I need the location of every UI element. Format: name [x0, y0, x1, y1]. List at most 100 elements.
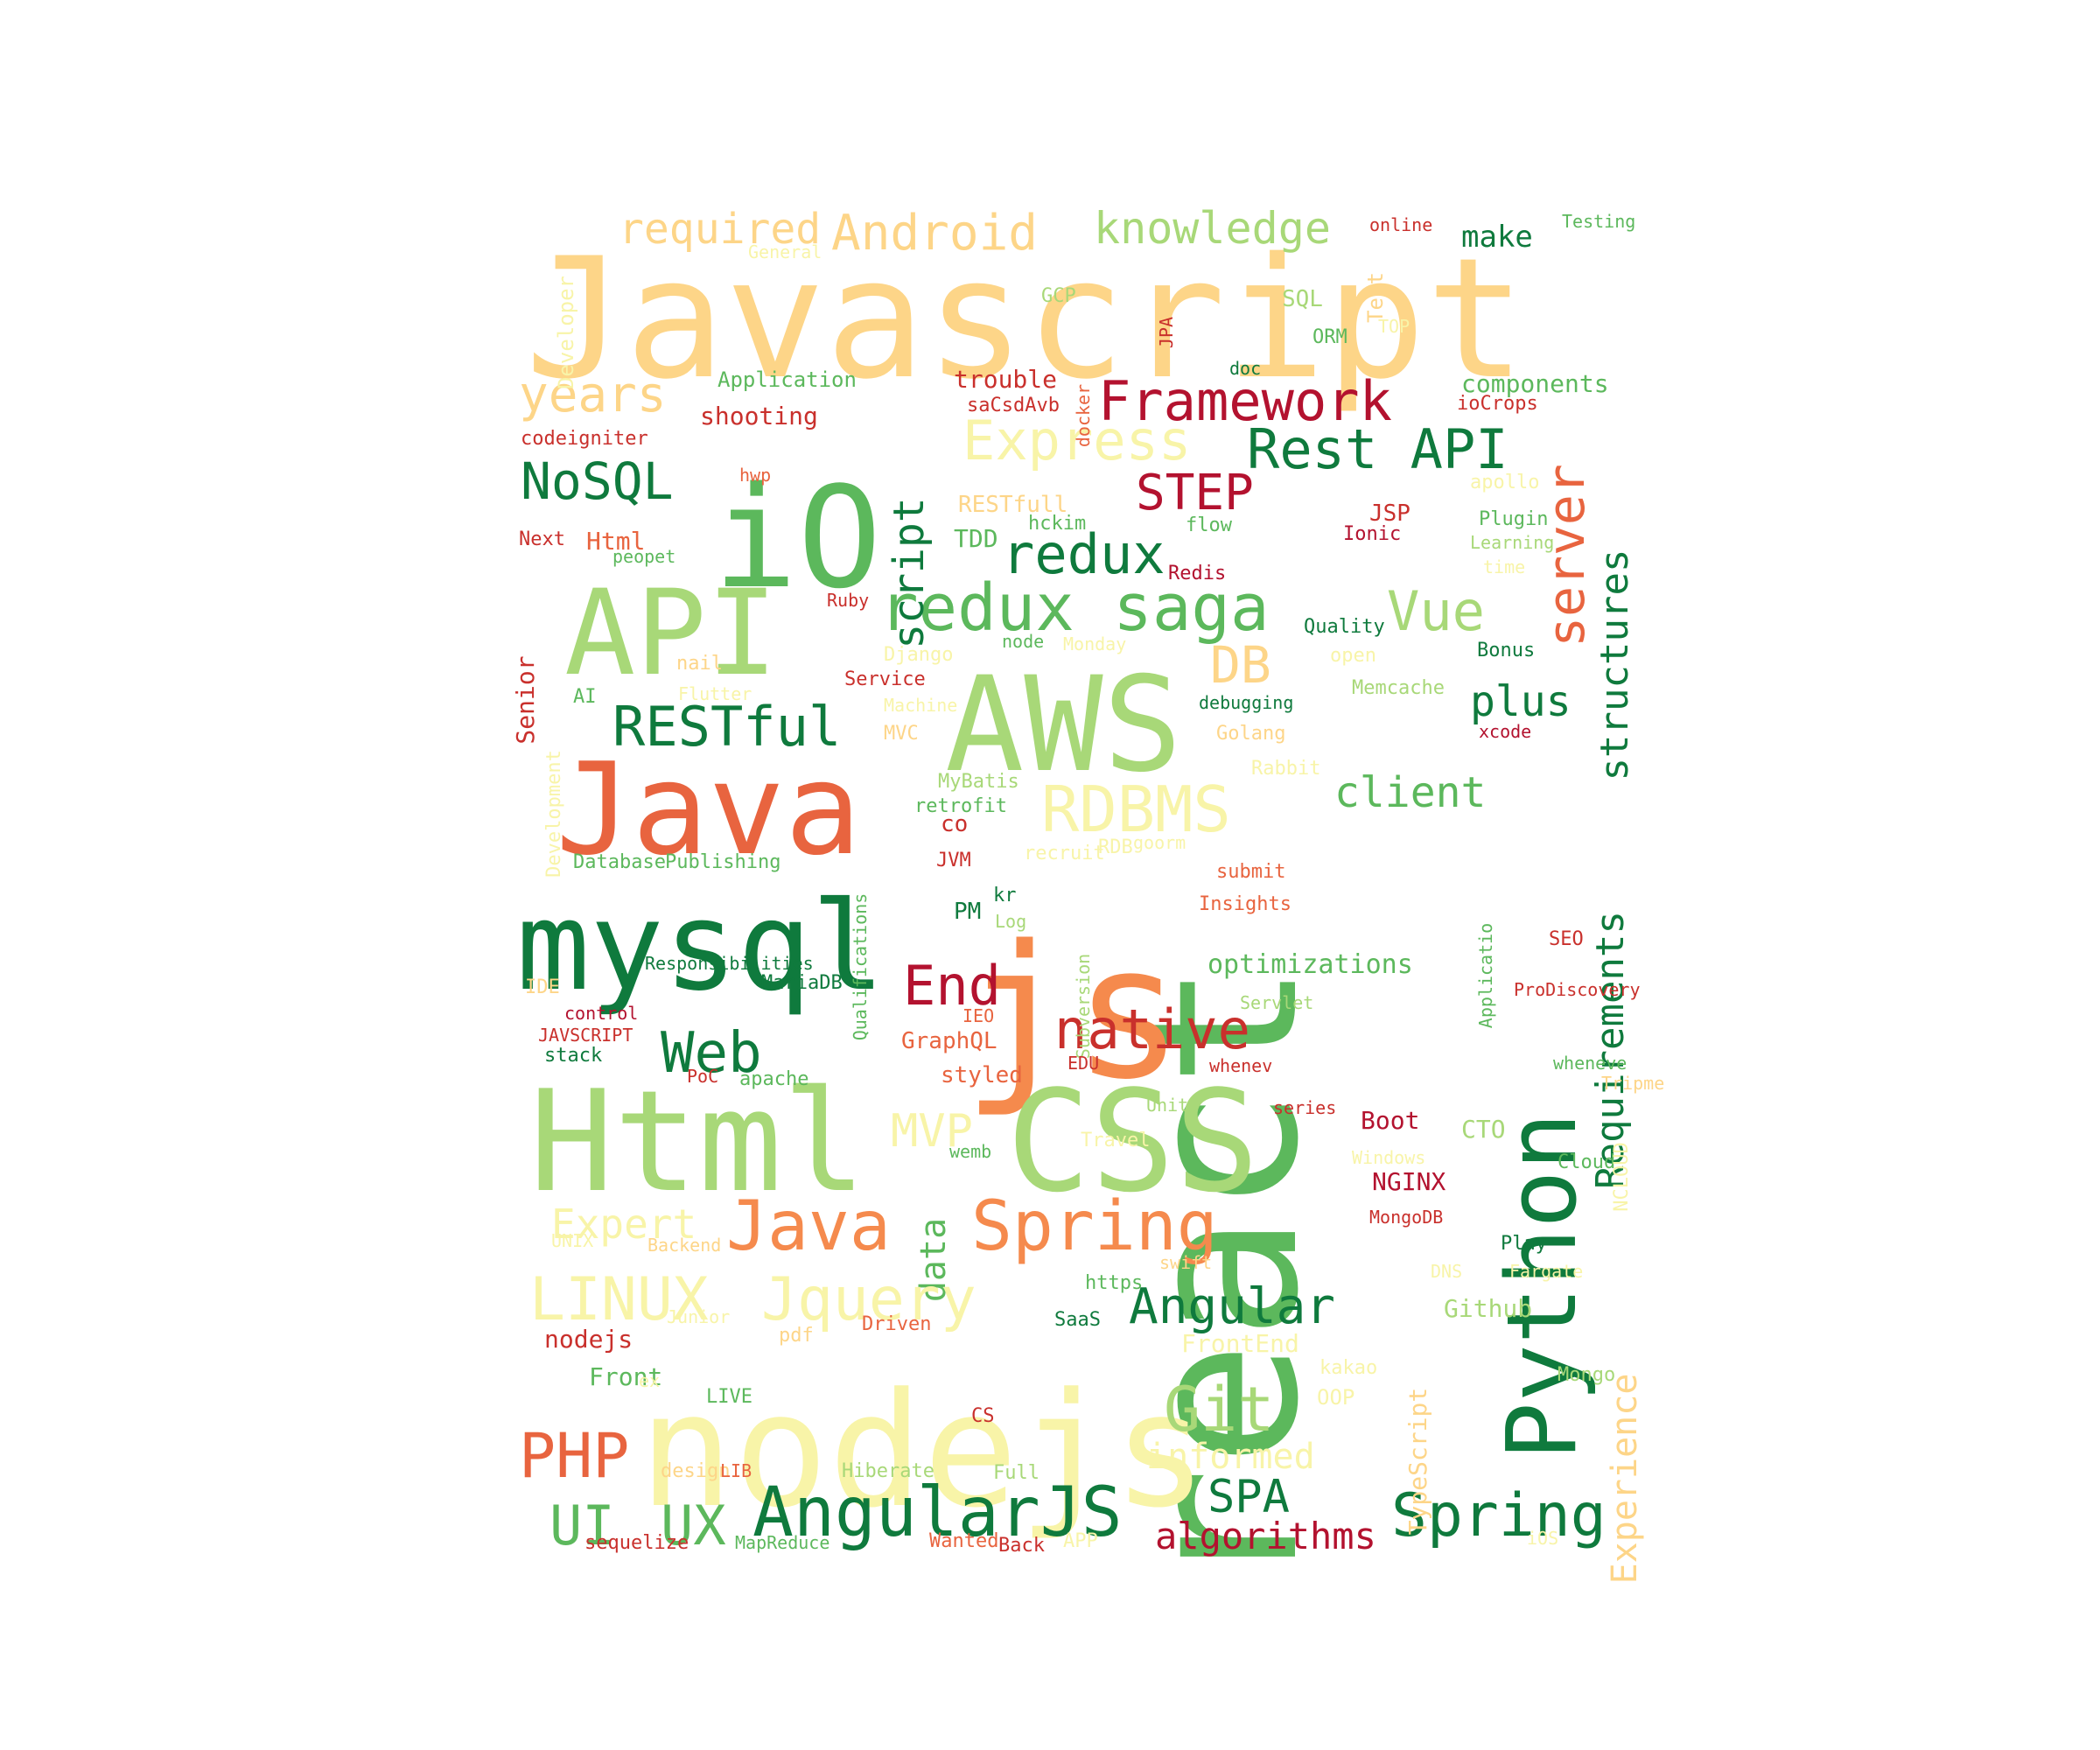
cloud-word: client — [1334, 768, 1486, 817]
cloud-word: Application — [718, 368, 857, 392]
cloud-word: DB — [1210, 635, 1271, 695]
cloud-word: Play — [1501, 1233, 1547, 1255]
cloud-word: Spring — [971, 1187, 1218, 1266]
cloud-word: sequelize — [584, 1532, 689, 1554]
cloud-word: NCLOUD — [1611, 1142, 1633, 1211]
cloud-word: MyBatis — [938, 771, 1019, 793]
cloud-word: Backend — [648, 1235, 721, 1256]
cloud-word: server — [1536, 464, 1596, 648]
cloud-word: optimizations — [1208, 949, 1413, 980]
cloud-word: Database — [573, 851, 666, 873]
cloud-word: nail — [676, 653, 723, 675]
cloud-word: Plugin — [1479, 508, 1548, 530]
cloud-word: Requirements — [1588, 911, 1633, 1189]
cloud-word: js — [962, 906, 1184, 1120]
cloud-word: Rest API — [1247, 417, 1508, 481]
cloud-word: Senior — [511, 655, 540, 744]
cloud-word: Developer — [554, 276, 578, 389]
cloud-word: Qualifications — [850, 893, 871, 1041]
cloud-word: Cloud — [1558, 1152, 1615, 1173]
cloud-word: MVC — [884, 723, 919, 745]
cloud-word: Memcache — [1352, 677, 1445, 699]
cloud-word: GraphQL — [901, 1028, 998, 1054]
cloud-word: script — [885, 497, 934, 648]
cloud-word: DNS — [1431, 1261, 1462, 1282]
cloud-word: Fargate — [1509, 1261, 1583, 1282]
cloud-word: CTO — [1461, 1115, 1506, 1144]
cloud-word: TDD — [954, 524, 998, 553]
cloud-word: TOP — [1378, 316, 1410, 337]
cloud-word: retrofit — [914, 795, 1007, 817]
cloud-word: AI — [573, 686, 597, 708]
cloud-word: ProDiscovery — [1514, 979, 1641, 1000]
cloud-word: Java — [726, 1187, 891, 1266]
cloud-word: flow — [1186, 514, 1233, 536]
cloud-word: control — [564, 1003, 638, 1024]
cloud-word: IEO — [962, 1005, 994, 1026]
cloud-word: react — [1100, 962, 1345, 1593]
cloud-word: pdf — [779, 1325, 814, 1347]
cloud-word: Vue — [1387, 579, 1485, 643]
cloud-word: whenev — [1209, 1055, 1272, 1076]
cloud-word: Driven — [862, 1313, 931, 1335]
cloud-word: NGINX — [1372, 1167, 1446, 1196]
cloud-word: trouble — [954, 365, 1057, 394]
cloud-word: Html — [529, 1060, 866, 1223]
cloud-word: Insights — [1199, 893, 1292, 915]
cloud-word: UX — [661, 1494, 726, 1558]
cloud-word: online — [1369, 214, 1432, 235]
cloud-word: doc — [1229, 358, 1261, 379]
cloud-word: LIVE — [706, 1386, 752, 1408]
cloud-word: Flutter — [678, 683, 752, 704]
cloud-word: OOP — [1317, 1385, 1354, 1410]
cloud-word: Jquery — [761, 1265, 976, 1334]
cloud-word: time — [1483, 556, 1525, 578]
cloud-word: CSS — [1006, 1060, 1259, 1223]
cloud-word: native — [1054, 998, 1250, 1061]
cloud-word: RESTfull — [958, 492, 1068, 518]
cloud-word: Subversion — [1073, 954, 1094, 1059]
cloud-word: iOS — [1527, 1528, 1558, 1549]
cloud-word: Python — [1486, 1112, 1598, 1460]
cloud-word: informed — [1146, 1437, 1315, 1477]
cloud-word: recruit — [1024, 843, 1105, 864]
cloud-word: apache — [739, 1068, 808, 1090]
cloud-word: styled — [941, 1062, 1023, 1088]
cloud-word: Servlet — [1240, 992, 1313, 1013]
cloud-word: Redis — [1168, 563, 1226, 584]
cloud-word: Junior — [667, 1306, 730, 1327]
cloud-word: Boot — [1361, 1106, 1419, 1135]
cloud-word: structures — [1592, 550, 1637, 781]
cloud-word: plus — [1470, 677, 1572, 726]
cloud-word: MariaDB — [761, 972, 843, 994]
cloud-word: nodejs — [639, 1360, 1208, 1543]
cloud-word: UNIX — [551, 1230, 593, 1251]
cloud-word: stack — [544, 1045, 602, 1067]
cloud-word: Windows — [1352, 1147, 1425, 1168]
cloud-word: Full — [993, 1462, 1040, 1484]
cloud-word: iO — [713, 456, 882, 620]
cloud-word: CS — [971, 1405, 995, 1427]
cloud-word: co — [941, 811, 968, 837]
cloud-word: ioCrops — [1457, 393, 1538, 415]
cloud-word: Expert — [551, 1200, 696, 1248]
cloud-word: JPA — [1156, 317, 1177, 348]
cloud-word: codeigniter — [521, 428, 648, 450]
cloud-word: Rabbit — [1251, 758, 1320, 780]
cloud-word: Wanted — [929, 1530, 998, 1552]
cloud-word: AngularJS — [752, 1474, 1123, 1552]
cloud-word: SQL — [1282, 286, 1323, 312]
cloud-word: RDBMS — [1041, 773, 1231, 846]
cloud-word: RESTful — [612, 695, 841, 759]
cloud-word: algorithms — [1155, 1515, 1376, 1558]
cloud-word: Experience — [1605, 1374, 1645, 1585]
cloud-word: Android — [831, 205, 1038, 262]
cloud-word: RDB — [1098, 836, 1133, 858]
cloud-word: Travel — [1081, 1130, 1150, 1152]
cloud-word: MapReduce — [735, 1532, 830, 1553]
cloud-word: FrontEnd — [1181, 1329, 1299, 1358]
cloud-word: data — [914, 1218, 954, 1302]
cloud-word: shooting — [700, 402, 818, 430]
cloud-word: Quality — [1304, 616, 1385, 638]
cloud-word: kr — [993, 885, 1017, 906]
